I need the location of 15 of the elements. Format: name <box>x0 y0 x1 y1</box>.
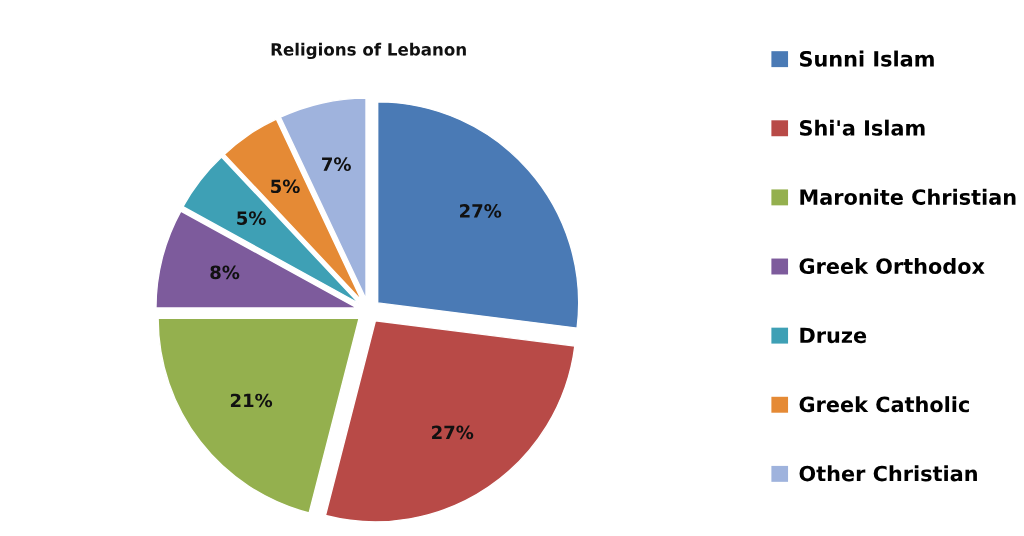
legend-label: Shi'a Islam <box>799 119 925 136</box>
legend-label: Sunni Islam <box>799 50 934 67</box>
data-label: 7% <box>322 157 351 171</box>
legend-label: Other Christian <box>799 465 977 482</box>
data-label: 27% <box>432 425 474 440</box>
legend-label: Greek Catholic <box>799 396 969 413</box>
data-label: 27% <box>460 204 502 218</box>
legend-label: Maronite Christian <box>800 188 1016 205</box>
data-label: 5% <box>237 211 266 225</box>
legend-label: Druze <box>800 327 867 344</box>
data-label: 8% <box>210 265 240 280</box>
chart-title: Religions of Lebanon <box>271 42 466 60</box>
data-label: 5% <box>271 179 300 194</box>
data-label: 21% <box>230 393 273 408</box>
legend-label: Greek Orthodox <box>799 257 985 275</box>
